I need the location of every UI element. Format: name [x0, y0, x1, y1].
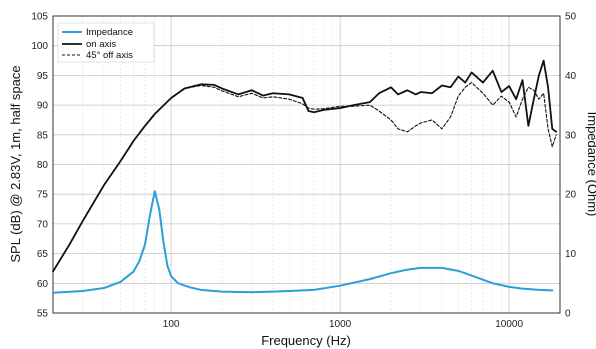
series-line-on-axis: [52, 59, 558, 273]
y-tick-label: 80: [37, 160, 49, 171]
plot-frame: [52, 15, 561, 314]
legend: Impedance on axis 45° off axis: [57, 22, 155, 63]
y-tick-label: 70: [37, 219, 49, 230]
y2-tick-label: 0: [565, 309, 571, 320]
x-axis-title: Frequency (Hz): [261, 333, 351, 348]
y-tick-label: 55: [37, 309, 49, 320]
x-tick-label: 1000: [329, 319, 352, 330]
y-tick-label: 60: [37, 279, 49, 290]
y2-axis-title: Impedance (Ohm): [585, 112, 596, 217]
y-tick-label: 105: [31, 12, 48, 23]
y-tick-label: 75: [37, 190, 49, 201]
legend-label-impedance: Impedance: [86, 27, 133, 38]
y2-tick-label: 20: [565, 190, 577, 201]
y2-tick-label: 50: [565, 12, 577, 23]
series-layer: [52, 59, 558, 294]
x-tick-label: 10000: [495, 319, 523, 330]
y2-tick-label: 10: [565, 249, 577, 260]
y-axis-title: SPL (dB) @ 2.83V, 1m, half space: [8, 65, 23, 262]
y-tick-label: 85: [37, 130, 49, 141]
y2-tick-label: 30: [565, 130, 577, 141]
legend-label-off-axis: 45° off axis: [86, 50, 133, 61]
y2-tick-label: 40: [565, 71, 577, 82]
bottom-axis-ticks: 100 1000 10000: [163, 319, 524, 330]
y-tick-label: 100: [31, 41, 48, 52]
x-tick-label: 100: [163, 319, 180, 330]
series-line-off-axis: [52, 81, 557, 272]
right-axis-ticks: 0 10 20 30 40 50: [565, 12, 577, 320]
legend-label-on-axis: on axis: [86, 39, 116, 50]
y-tick-label: 90: [37, 101, 49, 112]
y-tick-label: 95: [37, 71, 49, 82]
series-line-impedance: [52, 190, 554, 294]
left-axis-ticks: 55 60 65 70 75 80 85 90 95 100 105: [31, 12, 48, 320]
y-tick-label: 65: [37, 249, 49, 260]
